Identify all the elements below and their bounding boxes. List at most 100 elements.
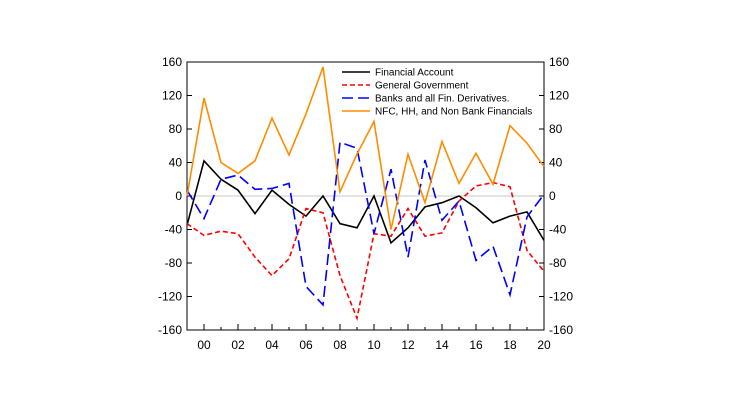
y-tick-label-left: -40 — [165, 223, 183, 237]
data-point — [220, 161, 223, 164]
data-point — [356, 226, 359, 229]
data-point — [356, 153, 359, 156]
data-point — [407, 207, 410, 210]
data-point — [390, 228, 393, 231]
data-point — [373, 195, 376, 198]
series-line-1 — [186, 159, 545, 245]
data-point — [509, 215, 512, 218]
data-point — [220, 230, 223, 233]
data-point — [543, 165, 546, 168]
data-point — [492, 221, 495, 224]
data-point — [458, 200, 461, 203]
data-point — [441, 219, 444, 222]
data-point — [339, 222, 342, 225]
data-point — [424, 201, 427, 204]
data-point — [492, 183, 495, 186]
y-tick-label-left: 40 — [169, 156, 183, 170]
data-point — [220, 178, 223, 181]
x-tick-label: 10 — [367, 338, 381, 352]
data-point — [271, 274, 274, 277]
data-point — [390, 168, 393, 171]
data-point — [237, 189, 240, 192]
y-tick-label-right: -80 — [549, 256, 567, 270]
legend-label-2: General Government — [375, 81, 469, 92]
data-point — [288, 257, 291, 260]
data-point — [203, 234, 206, 237]
data-point — [305, 207, 308, 210]
data-point — [254, 188, 257, 191]
data-point — [288, 153, 291, 156]
data-point — [254, 256, 257, 259]
data-point — [543, 239, 546, 242]
data-point — [441, 140, 444, 143]
y-tick-label-left: 80 — [169, 122, 183, 136]
data-point — [526, 215, 529, 218]
series-line-3 — [186, 141, 545, 307]
data-point — [356, 317, 359, 320]
data-point — [186, 222, 189, 225]
y-tick-label-right: -40 — [549, 223, 567, 237]
data-point — [509, 124, 512, 127]
data-point — [237, 232, 240, 235]
x-tick-label: 16 — [469, 338, 483, 352]
y-tick-label-right: 80 — [549, 122, 563, 136]
data-point — [339, 190, 342, 193]
data-point — [475, 184, 478, 187]
data-point — [424, 205, 427, 208]
series-layer — [186, 66, 546, 322]
data-point — [203, 217, 206, 220]
data-point — [526, 210, 529, 213]
data-point — [475, 206, 478, 209]
legend-label-1: Financial Account — [375, 68, 454, 79]
x-tick-label: 02 — [231, 338, 245, 352]
legend-label-4: NFC, HH, and Non Bank Financials — [375, 107, 532, 118]
data-point — [526, 142, 529, 145]
y-tick-label-left: 120 — [162, 89, 182, 103]
data-point — [407, 226, 410, 229]
data-point — [254, 159, 257, 162]
data-point — [475, 259, 478, 262]
data-point — [203, 97, 206, 100]
y-tick-label-right: 0 — [549, 189, 556, 203]
data-point — [509, 185, 512, 188]
data-point — [509, 293, 512, 296]
data-point — [271, 117, 274, 120]
data-point — [288, 182, 291, 185]
y-tick-label-left: 0 — [175, 189, 182, 203]
data-point — [237, 172, 240, 175]
data-point — [441, 201, 444, 204]
legend: Financial Account General Government Banks… — [342, 68, 532, 118]
x-tick-label: 08 — [333, 338, 347, 352]
x-tick-label: 20 — [537, 338, 551, 352]
data-point — [390, 241, 393, 244]
data-point — [492, 245, 495, 248]
data-point — [458, 182, 461, 185]
data-point — [424, 235, 427, 238]
data-point — [339, 141, 342, 144]
data-point — [254, 212, 257, 215]
y-tick-label-right: 120 — [549, 89, 569, 103]
data-point — [526, 249, 529, 252]
data-point — [543, 270, 546, 273]
data-point — [390, 235, 393, 238]
x-tick-label: 06 — [299, 338, 313, 352]
data-point — [441, 231, 444, 234]
y-tick-label-left: -120 — [158, 290, 182, 304]
data-point — [356, 147, 359, 150]
data-point — [203, 159, 206, 162]
x-tick-label: 12 — [401, 338, 415, 352]
data-point — [305, 112, 308, 115]
data-point — [271, 187, 274, 190]
data-point — [339, 274, 342, 277]
y-tick-label-right: -160 — [549, 323, 573, 337]
data-point — [305, 285, 308, 288]
data-point — [475, 152, 478, 155]
y-tick-label-left: -80 — [165, 256, 183, 270]
data-point — [373, 120, 376, 123]
x-tick-label: 00 — [197, 338, 211, 352]
series-line-4 — [186, 66, 545, 230]
y-tick-label-right: 40 — [549, 156, 563, 170]
